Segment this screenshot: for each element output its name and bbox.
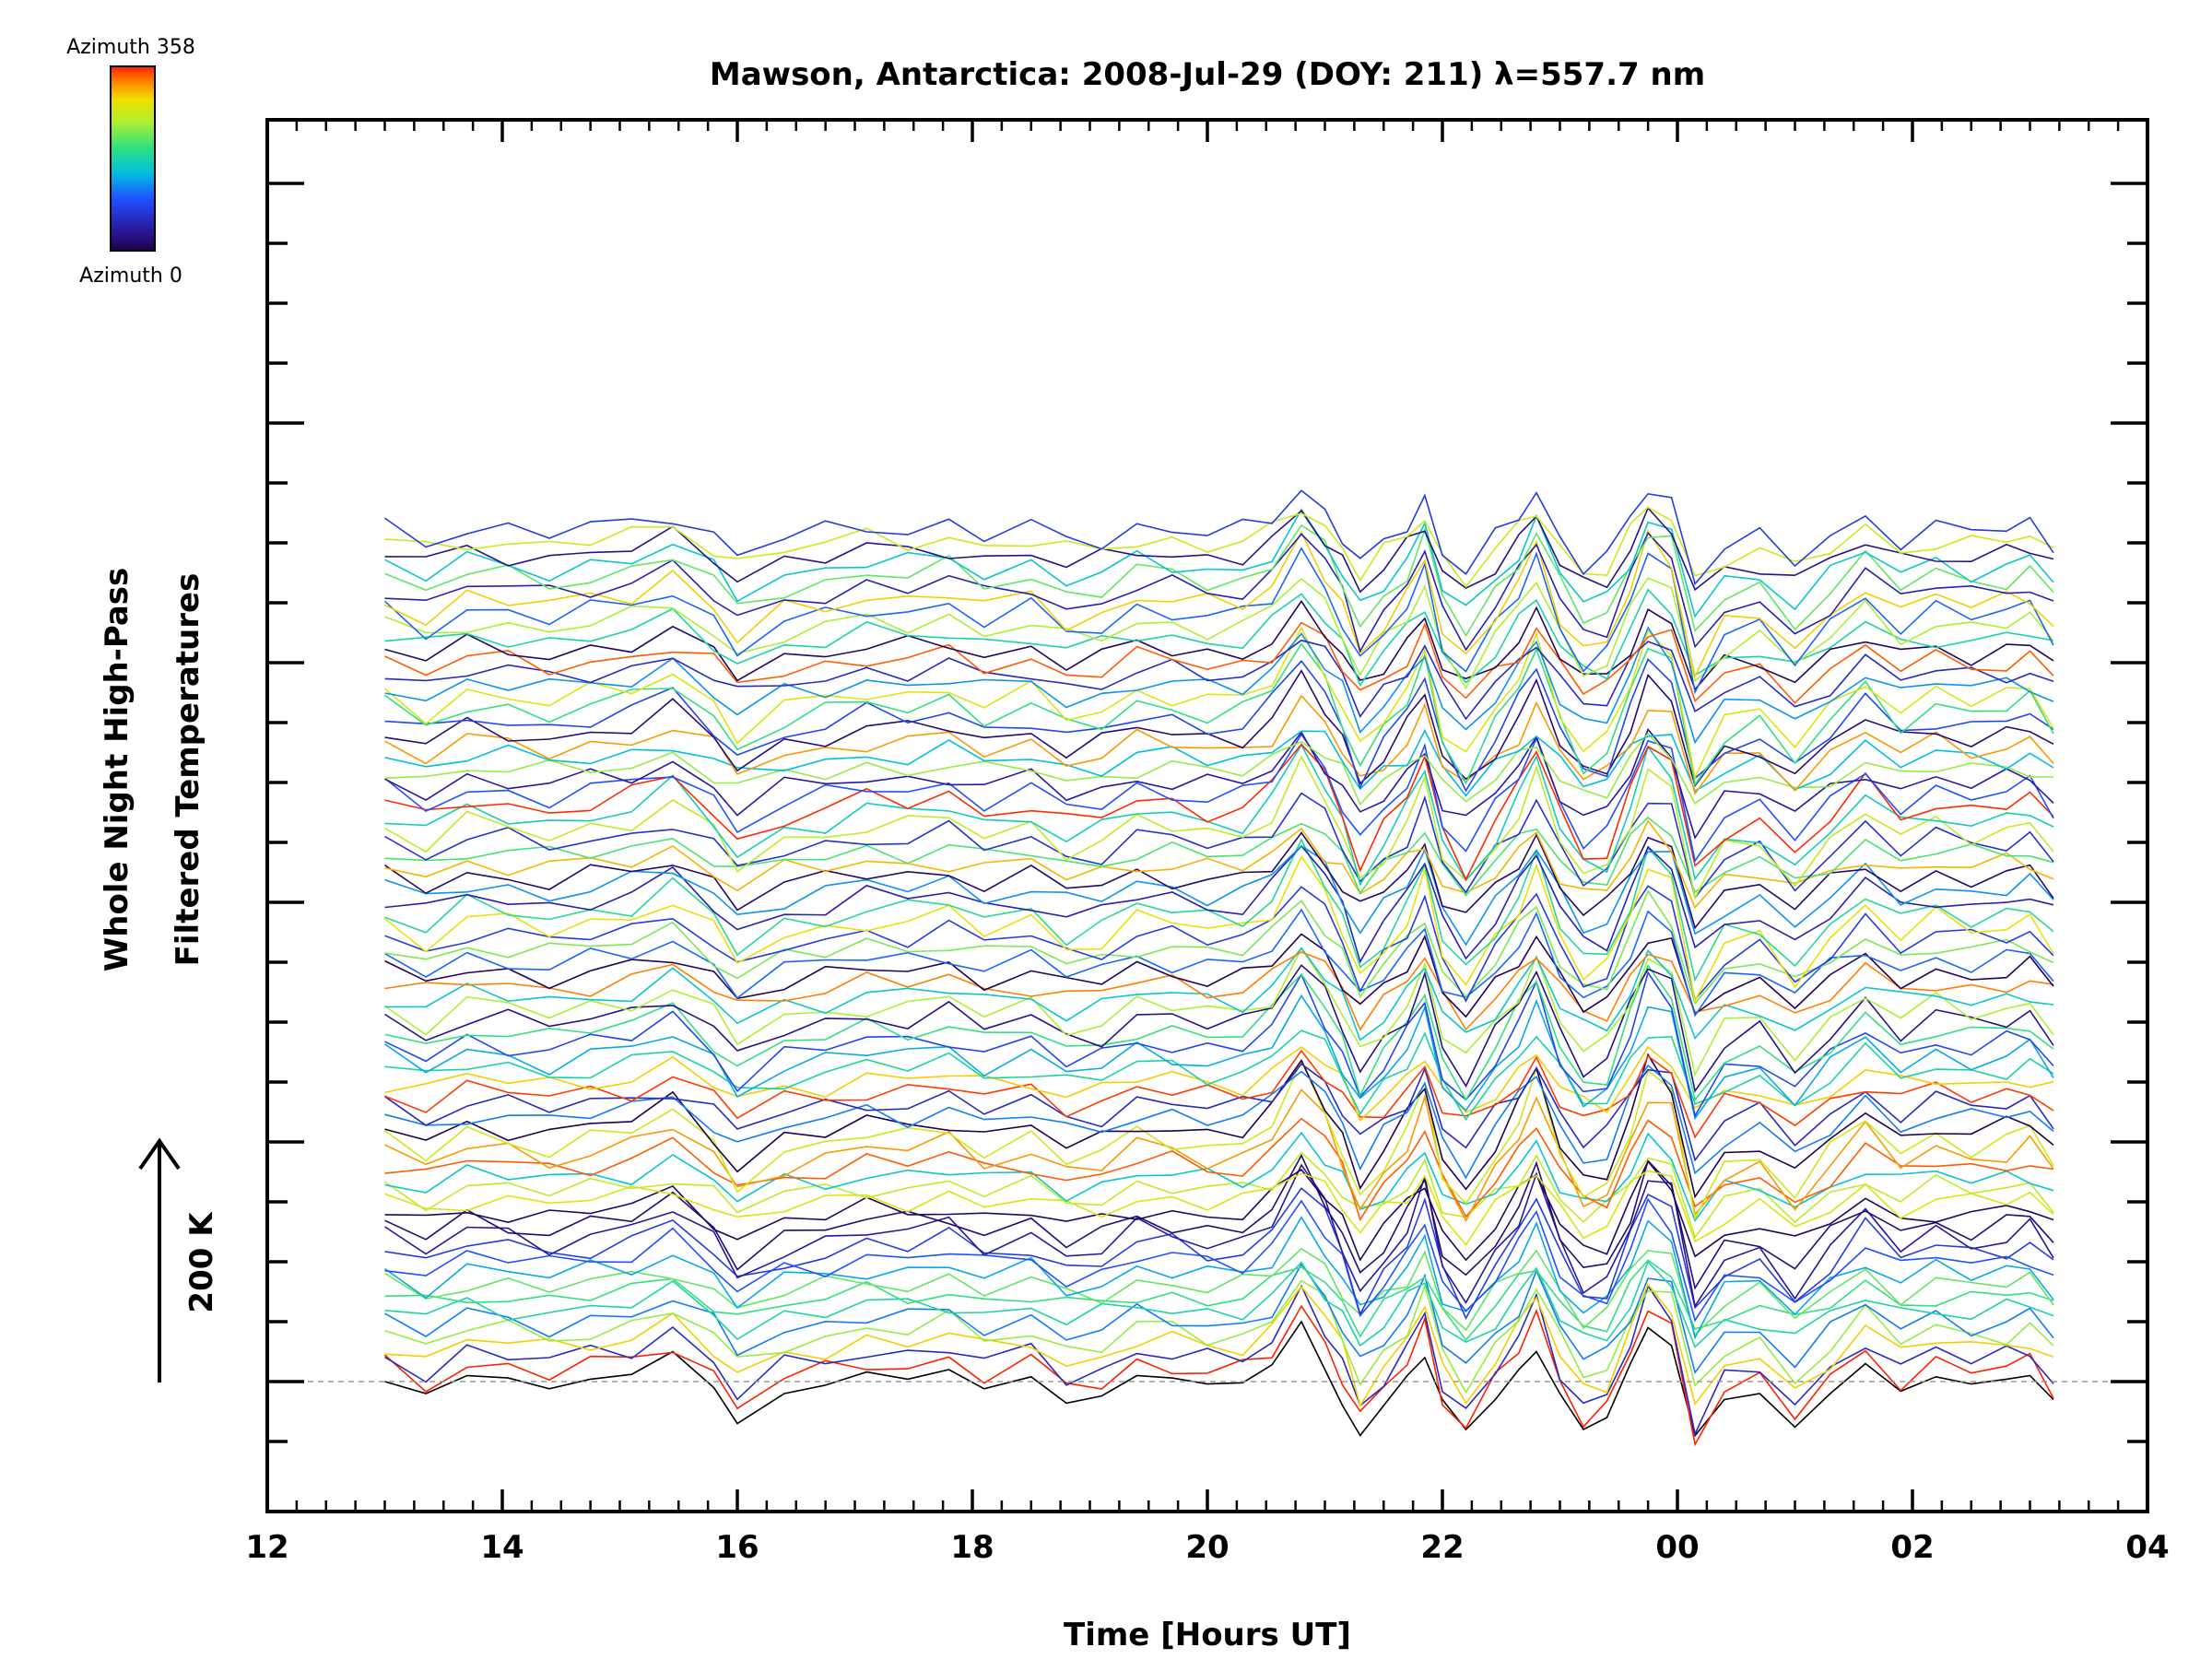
series-line (384, 1247, 2054, 1336)
series-line (384, 1263, 2054, 1375)
x-tick-label: 04 (2125, 1529, 2169, 1566)
series-line (384, 1153, 2054, 1290)
series-line (384, 1170, 2054, 1247)
series-line (384, 1049, 2054, 1139)
series-line (384, 524, 2054, 638)
series-line (384, 1131, 2054, 1223)
plot-frame (265, 118, 2149, 1513)
series-line (384, 994, 2054, 1121)
series-line (384, 947, 2054, 1077)
series-line (384, 951, 2054, 1031)
colorbar-top-label: Azimuth 358 (66, 36, 195, 59)
series-line (384, 1053, 2054, 1199)
scale-bar: 200 K (138, 1137, 220, 1382)
series-line (384, 669, 2054, 788)
series-line (384, 506, 2054, 588)
series-line (384, 727, 2054, 840)
series-line (384, 1187, 2054, 1320)
series-line (384, 963, 2054, 1101)
series-line (384, 1216, 2054, 1340)
colorbar-gradient (110, 65, 156, 252)
series-line (384, 529, 2054, 679)
series-line (384, 1279, 2054, 1394)
series-line (384, 621, 2054, 704)
x-tick-label: 16 (715, 1529, 759, 1566)
series-line (384, 1063, 2054, 1162)
series-line (384, 743, 2054, 887)
x-axis-label: Time [Hours UT] (1064, 1617, 1351, 1653)
series-line (383, 1304, 2054, 1447)
series-line (384, 733, 2054, 864)
series-line (384, 964, 2054, 1093)
series-line (384, 1058, 2054, 1221)
colorbar: Azimuth 358 Azimuth 0 (66, 36, 195, 288)
series-line (384, 819, 2054, 910)
scale-label: 200 K (183, 1211, 220, 1313)
series-line (384, 732, 2053, 806)
series-line (384, 639, 2054, 721)
colorbar-bottom-label: Azimuth 0 (79, 265, 182, 288)
series-line (384, 1259, 2054, 1342)
series-line (384, 599, 2054, 691)
series-line (384, 854, 2054, 1004)
series-line (384, 1151, 2054, 1240)
series-line (384, 1045, 2054, 1123)
y-axis-label-line2: Filtered Temperatures (170, 573, 206, 967)
series-line (384, 792, 2054, 900)
series-line (384, 1282, 2054, 1408)
series-line (384, 1064, 2054, 1180)
x-tick-label: 00 (1655, 1529, 1699, 1566)
chart-title: Mawson, Antarctica: 2008-Jul-29 (DOY: 21… (710, 56, 1705, 93)
series-line (384, 657, 2054, 793)
series-line (384, 817, 2054, 897)
series-line (384, 577, 2054, 690)
series-line (384, 971, 2054, 1118)
series-line (384, 1284, 2054, 1437)
series-line (384, 947, 2054, 1041)
series-line (384, 1159, 2054, 1262)
data-traces (383, 489, 2054, 1447)
series-line (384, 838, 2054, 982)
series-line (384, 531, 2054, 653)
series-line (384, 508, 2054, 618)
series-line (384, 1088, 2054, 1223)
x-tick-label: 22 (1420, 1529, 1464, 1566)
series-line (384, 933, 2054, 1018)
series-line (384, 489, 2054, 586)
series-line (384, 642, 2054, 787)
series-line (384, 728, 2054, 797)
series-line (383, 547, 2054, 695)
series-line (384, 885, 2054, 1003)
series-line (384, 588, 2054, 688)
series-line (384, 1030, 2054, 1122)
series-line (384, 844, 2054, 964)
x-tick-label: 02 (1890, 1529, 1934, 1566)
series-line (384, 754, 2054, 900)
series-line (383, 626, 2054, 781)
series-line (384, 844, 2054, 947)
series-line (384, 1260, 2054, 1348)
axis-ticks (265, 120, 2149, 1512)
series-line (384, 506, 2054, 594)
series-line (384, 889, 2054, 1006)
x-tick-labels: 12 14 16 18 20 22 00 02 04 (245, 1529, 2169, 1566)
series-line (384, 1163, 2054, 1309)
series-line (384, 626, 2054, 745)
x-tick-label: 12 (245, 1529, 288, 1566)
series-line (384, 1320, 2054, 1438)
series-line (384, 831, 2054, 930)
y-axis-label-line1: Whole Night High-Pass (99, 568, 135, 972)
x-tick-label: 18 (950, 1529, 994, 1566)
x-tick-label: 14 (480, 1529, 524, 1566)
series-line (384, 743, 2054, 881)
x-tick-label: 20 (1185, 1529, 1229, 1566)
series-line (384, 908, 2054, 1018)
scale-arrow-head (138, 1137, 181, 1171)
